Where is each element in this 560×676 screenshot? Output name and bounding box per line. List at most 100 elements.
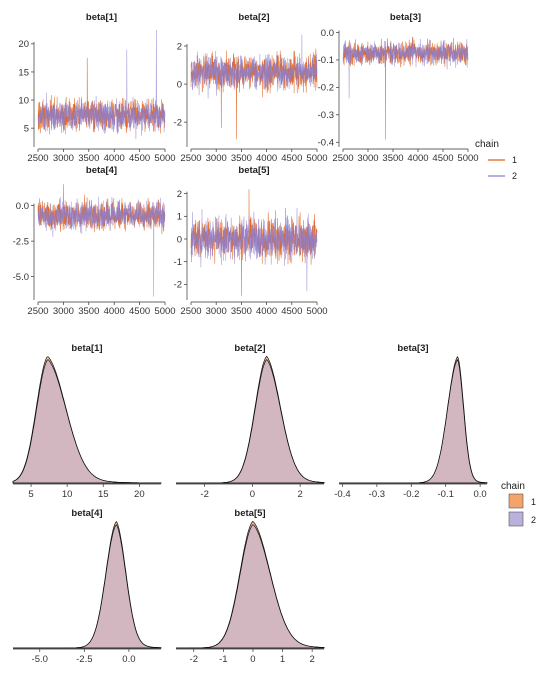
density-legend-key-1 — [508, 493, 524, 509]
trace-panel-title: beta[1] — [86, 12, 117, 23]
density-panel-title: beta[4] — [71, 508, 102, 519]
trace-y-tick-label: 2 — [177, 189, 182, 200]
trace-x-tick-label: 2500 — [27, 306, 48, 317]
density-chain-1-area — [13, 521, 162, 649]
trace-chain-2-line — [190, 207, 318, 292]
trace-chain-2-line — [37, 196, 166, 297]
trace-legend-title: chain — [475, 139, 499, 150]
trace-panel-title: beta[4] — [86, 165, 117, 176]
trace-panel-5: beta[5] -2 -1 0 1 2 2500 3000 3500 4000 4500 5000 — [174, 165, 328, 317]
density-x-tick-label: 5 — [28, 489, 33, 500]
trace-y-tick-label: 1 — [177, 212, 182, 223]
trace-x-tick-label: 4000 — [104, 153, 125, 164]
density-chain-2-area — [339, 358, 488, 484]
density-legend-label-1: 1 — [531, 497, 536, 507]
trace-x-tick-label: 3000 — [206, 306, 227, 317]
density-legend-key-2 — [508, 511, 524, 527]
density-panel-2: beta[2] -2 0 2 — [176, 343, 325, 500]
trace-panel-3: beta[3] -0.4 -0.3 -0.2 -0.1 0.0 2500 3000 3500 40… — [318, 12, 479, 164]
trace-legend: chain 1 2 — [475, 139, 517, 181]
trace-x-tick-label: 3500 — [78, 153, 99, 164]
density-x-tick-label: -1 — [219, 654, 227, 665]
trace-panel-2: beta[2] -2 0 2 2500 3000 3500 4000 4500 5000 — [174, 12, 328, 164]
density-legend: chain 1 2 — [501, 481, 536, 527]
trace-x-tick-label: 3000 — [357, 153, 378, 164]
trace-panel-title: beta[5] — [238, 165, 269, 176]
trace-x-tick-label: 5000 — [457, 153, 478, 164]
density-panel-4: beta[4] -5.0 -2.5 0.0 — [13, 508, 162, 665]
trace-x-tick-label: 3500 — [231, 153, 252, 164]
trace-x-tick-label: 4500 — [281, 153, 302, 164]
density-x-tick-label: 2 — [310, 654, 315, 665]
density-x-tick-label: -0.4 — [334, 489, 350, 500]
density-panel-title: beta[2] — [234, 343, 265, 354]
trace-chain-2-line — [37, 29, 166, 140]
trace-x-tick-label: 3000 — [206, 153, 227, 164]
density-panel-1: beta[1] 5 10 15 20 — [12, 343, 162, 500]
density-x-tick-label: -2 — [190, 654, 198, 665]
trace-x-tick-label: 4000 — [256, 153, 277, 164]
trace-x-tick-label: 3000 — [53, 306, 74, 317]
density-x-tick-label: -5.0 — [32, 654, 48, 665]
trace-x-tick-label: 2500 — [180, 306, 201, 317]
density-legend-label-2: 2 — [531, 515, 536, 525]
trace-x-tick-label: 4500 — [129, 306, 150, 317]
trace-x-tick-label: 3500 — [78, 306, 99, 317]
trace-y-tick-label: -1 — [174, 257, 182, 268]
trace-y-tick-label: -0.3 — [318, 110, 334, 121]
density-x-tick-label: 15 — [98, 489, 109, 500]
density-chain-2-area — [176, 524, 325, 649]
density-x-tick-label: 0 — [250, 489, 255, 500]
trace-x-tick-label: 4500 — [281, 306, 302, 317]
density-panel-title: beta[1] — [71, 343, 102, 354]
density-x-tick-label: 0.0 — [474, 489, 487, 500]
density-x-tick-label: 10 — [62, 489, 73, 500]
density-panel-title: beta[5] — [234, 508, 265, 519]
trace-y-tick-label: -5.0 — [13, 272, 29, 283]
trace-x-tick-label: 3500 — [382, 153, 403, 164]
density-x-tick-label: 0 — [250, 654, 255, 665]
density-panel-5: beta[5] -2 -1 0 1 2 — [176, 508, 325, 665]
density-chain-2-area — [13, 524, 162, 649]
trace-x-tick-label: 4000 — [256, 306, 277, 317]
density-chain-2-area — [176, 359, 325, 484]
trace-x-tick-label: 4000 — [104, 306, 125, 317]
trace-panel-4: beta[4] -5.0 -2.5 0.0 2500 3000 3500 4000 4500 50… — [13, 165, 176, 317]
density-chain-2-area — [12, 359, 162, 484]
trace-panel-title: beta[3] — [390, 12, 421, 23]
trace-legend-label-1: 1 — [512, 155, 517, 165]
trace-x-tick-label: 2500 — [180, 153, 201, 164]
trace-x-tick-label: 5000 — [306, 153, 327, 164]
trace-x-tick-label: 5000 — [154, 306, 175, 317]
trace-y-tick-label: -2 — [174, 280, 182, 291]
trace-x-tick-label: 3500 — [231, 306, 252, 317]
density-x-tick-label: 2 — [297, 489, 302, 500]
trace-chain-2-line — [190, 34, 318, 99]
trace-x-tick-label: 2500 — [27, 153, 48, 164]
trace-x-tick-label: 3000 — [53, 153, 74, 164]
density-x-tick-label: -0.3 — [369, 489, 385, 500]
density-x-tick-label: -2 — [200, 489, 208, 500]
density-panel-title: beta[3] — [397, 343, 428, 354]
trace-legend-label-2: 2 — [512, 171, 517, 181]
trace-chain-2-line — [342, 37, 469, 99]
trace-y-tick-label: 5 — [24, 123, 29, 134]
trace-x-tick-label: 2500 — [332, 153, 353, 164]
trace-y-tick-label: -0.1 — [318, 55, 334, 66]
trace-y-tick-label: -0.2 — [318, 83, 334, 94]
trace-y-tick-label: 0 — [177, 234, 182, 245]
density-x-tick-label: -0.2 — [403, 489, 419, 500]
density-x-tick-label: 0.0 — [122, 654, 135, 665]
density-panel-3: beta[3] -0.4 -0.3 -0.2 -0.1 0.0 — [334, 343, 488, 500]
trace-x-tick-label: 4500 — [432, 153, 453, 164]
trace-x-tick-label: 5000 — [306, 306, 327, 317]
density-x-tick-label: -0.1 — [438, 489, 454, 500]
trace-panel-1: beta[1] 5 10 15 20 2500 3000 3500 4000 4500 5000 — [18, 12, 175, 164]
trace-y-tick-label: 0.0 — [16, 201, 29, 212]
density-legend-title: chain — [501, 481, 525, 492]
trace-panel-title: beta[2] — [238, 12, 269, 23]
trace-y-tick-label: 2 — [177, 41, 182, 52]
